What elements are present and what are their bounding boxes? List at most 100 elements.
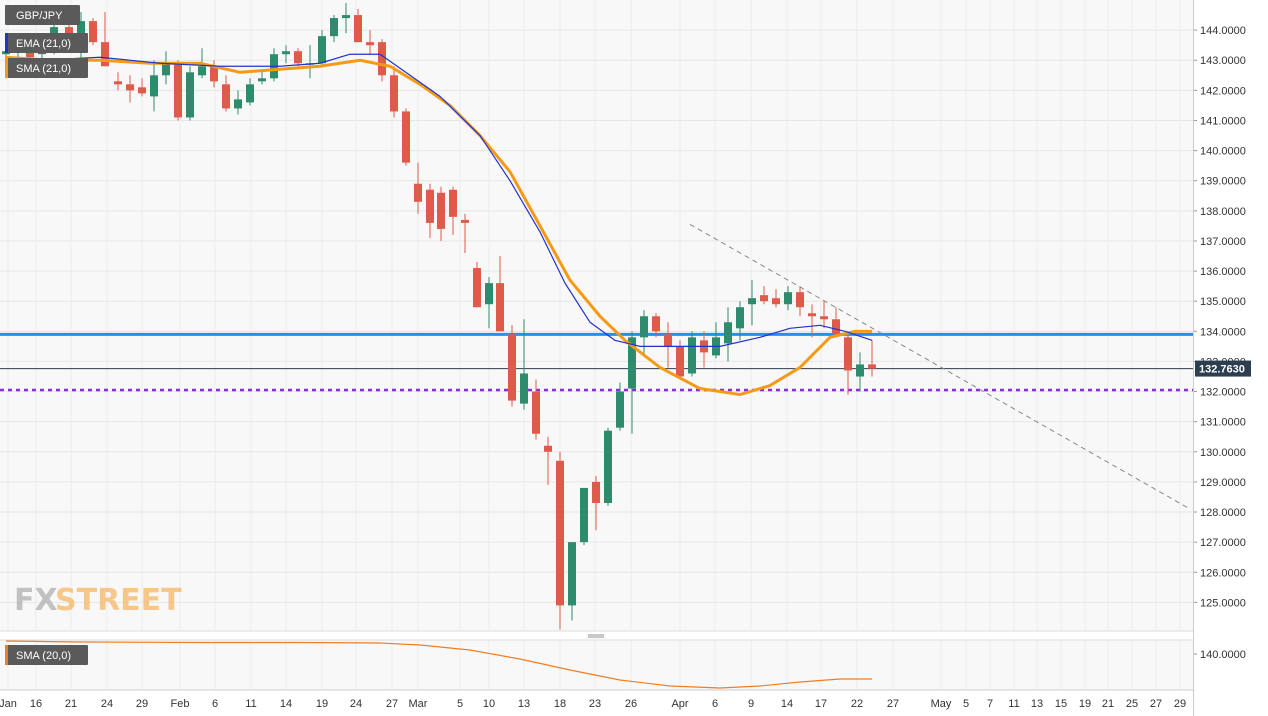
x-tick-label: 10	[483, 698, 495, 710]
candle-body-down	[508, 334, 516, 401]
x-tick-label: 21	[65, 698, 77, 710]
symbol-box	[5, 5, 80, 25]
y-axis: 144.0000 143.0000 142.0000 141.0000 140.0000…	[1193, 25, 1251, 609]
ema21-line	[5, 53, 873, 347]
y-tick-label: 139.0000	[1200, 176, 1246, 188]
x-tick-label: Mar	[409, 698, 428, 710]
x-tick-label: 13	[518, 698, 530, 710]
x-tick-label: 11	[1008, 698, 1019, 710]
x-tick-label: 13	[1031, 698, 1043, 710]
x-axis: Jan 16 21 24 29 Feb 6 11 14 19 24 27 Mar 5 10 13 18 23 26 A…	[0, 630, 1193, 710]
candle-body-up	[186, 72, 194, 118]
candle-body-down	[210, 66, 218, 82]
candle-body-down	[676, 346, 684, 377]
x-tick-label: 24	[101, 698, 113, 710]
axis-separator	[1193, 0, 1194, 716]
candle-body-down	[832, 319, 840, 335]
candle-body-down	[366, 42, 374, 46]
x-tick-label: 19	[1079, 698, 1091, 710]
candle-body-down	[378, 42, 386, 76]
candle-body-down	[426, 189, 434, 223]
x-tick-label: 9	[748, 698, 754, 710]
candle-body-up	[234, 99, 242, 109]
x-tick-label: 14	[781, 698, 793, 710]
candle-body-down	[354, 15, 362, 43]
y-tick-label: 135.0000	[1200, 296, 1246, 308]
candle-body-down	[664, 334, 672, 347]
sub-sma20-line	[5, 640, 872, 689]
x-tick-label: 22	[851, 698, 863, 710]
candle-body-down	[556, 460, 564, 606]
candle-body-down	[820, 316, 828, 320]
x-tick-label: 5	[963, 698, 969, 710]
y-tick-label: 126.0000	[1200, 567, 1246, 579]
y-tick-label: 144.0000	[1200, 25, 1246, 37]
y-tick-label: 136.0000	[1200, 266, 1246, 278]
x-tick-label: 5	[457, 698, 463, 710]
candle-body-down	[402, 111, 410, 163]
y-tick-label: 132.0000	[1200, 387, 1246, 399]
x-tick-label: 14	[280, 698, 292, 710]
candle-body-down	[126, 84, 134, 91]
candle-body-up	[604, 430, 612, 503]
candle-body-down	[652, 316, 660, 332]
x-tick-label: 27	[887, 698, 899, 710]
candle-body-down	[449, 189, 457, 217]
grid	[0, 0, 1193, 690]
y-tick-label: 138.0000	[1200, 206, 1246, 218]
candle-body-up	[724, 322, 732, 344]
candle-body-down	[844, 337, 852, 371]
candle-body-down	[174, 63, 182, 118]
y-tick-label: 127.0000	[1200, 537, 1246, 549]
candle-body-up	[568, 542, 576, 606]
candle-body-up	[616, 391, 624, 428]
y-tick-label: 129.0000	[1200, 477, 1246, 489]
candle-body-up	[485, 283, 493, 305]
candle-body-up	[198, 66, 206, 76]
sub-indicator: 140.0000	[5, 640, 1246, 689]
candle-body-up	[736, 307, 744, 329]
y-tick-label: 142.0000	[1200, 85, 1246, 97]
candle-body-down	[89, 21, 97, 43]
x-tick-label: Apr	[671, 698, 688, 710]
candle-body-down	[390, 75, 398, 112]
x-tick-label: 11	[245, 698, 256, 710]
x-tick-label: 7	[987, 698, 993, 710]
candle-body-up	[628, 337, 636, 389]
pane-divider-handle[interactable]	[586, 634, 606, 639]
candle-body-up	[342, 15, 350, 19]
candle-body-down	[461, 219, 469, 223]
y-tick-label: 137.0000	[1200, 236, 1246, 248]
x-tick-label: 25	[1126, 698, 1138, 710]
horizontal-levels	[0, 332, 1193, 392]
candle-body-down	[294, 51, 302, 64]
trendline-group	[689, 223, 1191, 510]
candle-body-down	[532, 391, 540, 434]
candle-body-down	[138, 87, 146, 94]
legend-sma-swatch	[5, 58, 8, 78]
x-tick-label: Jan	[0, 698, 17, 710]
y-tick-label: 143.0000	[1200, 55, 1246, 67]
x-tick-label: 6	[712, 698, 718, 710]
x-tick-label: 29	[1174, 698, 1186, 710]
y-tick-label: 131.0000	[1200, 417, 1246, 429]
candle-body-down	[544, 445, 552, 452]
candle-body-down	[437, 192, 445, 229]
x-tick-label: 29	[136, 698, 148, 710]
x-tick-label: Feb	[171, 698, 190, 710]
x-tick-label: 15	[1055, 698, 1067, 710]
candle-body-up	[640, 316, 648, 338]
candle-body-up	[856, 364, 864, 377]
candle-body-down	[808, 313, 816, 317]
current-price-tag	[1195, 360, 1251, 377]
x-tick-label: 27	[386, 698, 398, 710]
candle-body-up	[520, 373, 528, 404]
sub-plot-bg	[0, 640, 1193, 690]
y-tick-label: 140.0000	[1200, 146, 1246, 158]
watermark-fx: FX	[14, 583, 58, 618]
indicator-lines	[5, 53, 873, 397]
x-tick-label: 21	[1102, 698, 1114, 710]
sma21-line	[5, 55, 872, 397]
